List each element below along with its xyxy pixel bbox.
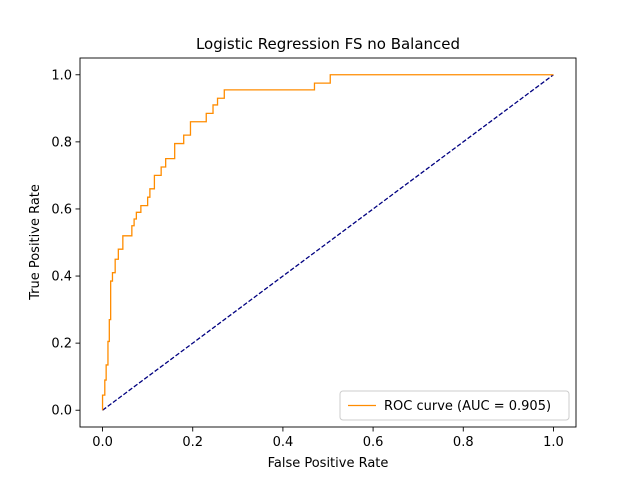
x-tick-label: 0.8 (453, 435, 474, 450)
y-tick-label: 0.4 (51, 270, 72, 285)
y-tick-label: 1.0 (51, 68, 72, 83)
legend-label-roc: ROC curve (AUC = 0.905) (384, 399, 551, 414)
x-tick-label: 0.2 (182, 435, 203, 450)
x-tick-label: 0.0 (92, 435, 113, 450)
y-tick-label: 0.0 (51, 404, 72, 419)
x-tick-label: 1.0 (543, 435, 564, 450)
y-axis-label: True Positive Rate (28, 184, 43, 301)
x-tick-label: 0.4 (273, 435, 294, 450)
plot-area: 0.0 0.2 0.4 0.6 0.8 1.0 0.0 0.2 0.4 0.6 0.8 1.0 ROC … (51, 57, 577, 450)
y-tick-label: 0.6 (51, 202, 72, 217)
x-axis-label: False Positive Rate (268, 456, 389, 471)
chart-title: Logistic Regression FS no Balanced (196, 35, 460, 53)
y-tick-label: 0.8 (51, 135, 72, 150)
legend-box (339, 390, 570, 421)
chance-diagonal-line (102, 74, 554, 411)
y-tick-label: 0.2 (51, 337, 72, 352)
roc-curve-line (101, 74, 554, 411)
axes-frame (79, 57, 577, 428)
x-tick-label: 0.6 (363, 435, 384, 450)
